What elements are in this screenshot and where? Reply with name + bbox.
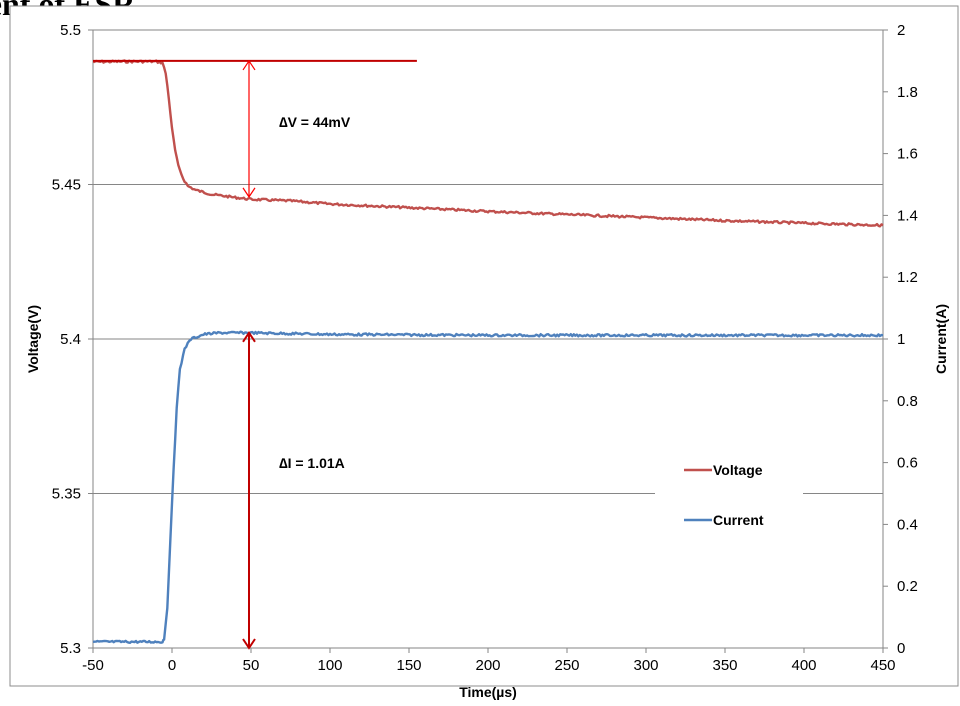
arrow-head-top xyxy=(242,59,256,71)
y-axis-title: Voltage(V) xyxy=(25,305,41,373)
y2-tick-label: 0.8 xyxy=(897,393,918,410)
y-tick-label: 5.3 xyxy=(60,640,81,657)
annotation-arrow-0 xyxy=(242,59,256,198)
annotation-label-1: ∆I = 1.01A xyxy=(279,455,345,471)
legend: Voltage Current xyxy=(655,452,803,534)
y2-tick-label: 1.6 xyxy=(897,146,918,163)
series-layer xyxy=(92,59,884,644)
y2-axis-title: Current(A) xyxy=(933,304,949,374)
y-tick-label: 5.5 xyxy=(60,22,81,39)
x-tick-label: 300 xyxy=(633,657,658,674)
annotations-layer: ∆V = 44mV ∆I = 1.01A xyxy=(93,59,417,650)
x-tick-label: 100 xyxy=(317,657,342,674)
x-tick-label: -50 xyxy=(82,657,104,674)
x-tick-label: 200 xyxy=(475,657,500,674)
x-tick-label: 400 xyxy=(791,657,816,674)
arrow-head-top xyxy=(242,331,256,343)
x-tick-label: 0 xyxy=(168,657,176,674)
y-tick-label: 5.4 xyxy=(60,331,81,348)
annotation-arrow-1 xyxy=(242,331,256,650)
series-line-voltage xyxy=(92,59,884,228)
series-line-current xyxy=(92,330,884,644)
y2-tick-label: 1.2 xyxy=(897,269,918,286)
y2-tick-label: 1.8 xyxy=(897,84,918,101)
legend-box xyxy=(655,452,803,534)
y-tick-label: 5.45 xyxy=(52,177,81,194)
x-tick-label: 350 xyxy=(712,657,737,674)
axes: 5.5 5.45 5.4 5.35 5.3 2 1.8 1.6 1.4 1.2 1 0.8 0.6 0.4… xyxy=(25,22,949,700)
chart-frame xyxy=(9,5,959,687)
arrow-head-bottom xyxy=(242,638,256,650)
y2-tick-label: 0.4 xyxy=(897,516,918,533)
arrow-head-bottom xyxy=(242,187,256,198)
x-tick-label: 450 xyxy=(870,657,895,674)
y2-tick-label: 1 xyxy=(897,331,905,348)
annotation-label-0: ∆V = 44mV xyxy=(279,114,351,130)
x-tick-label: 150 xyxy=(396,657,421,674)
y2-tick-label: 1.4 xyxy=(897,207,918,224)
x-axis-title: Time(µs) xyxy=(459,684,517,700)
y2-tick-label: 0.6 xyxy=(897,455,918,472)
x-tick-label: 250 xyxy=(554,657,579,674)
x-tick-label: 50 xyxy=(243,657,260,674)
y2-tick-label: 2 xyxy=(897,22,905,39)
legend-label-voltage: Voltage xyxy=(713,462,763,478)
y2-tick-label: 0.2 xyxy=(897,578,918,595)
y2-tick-label: 0 xyxy=(897,640,905,657)
y-tick-label: 5.35 xyxy=(52,486,81,503)
legend-label-current: Current xyxy=(713,512,764,528)
